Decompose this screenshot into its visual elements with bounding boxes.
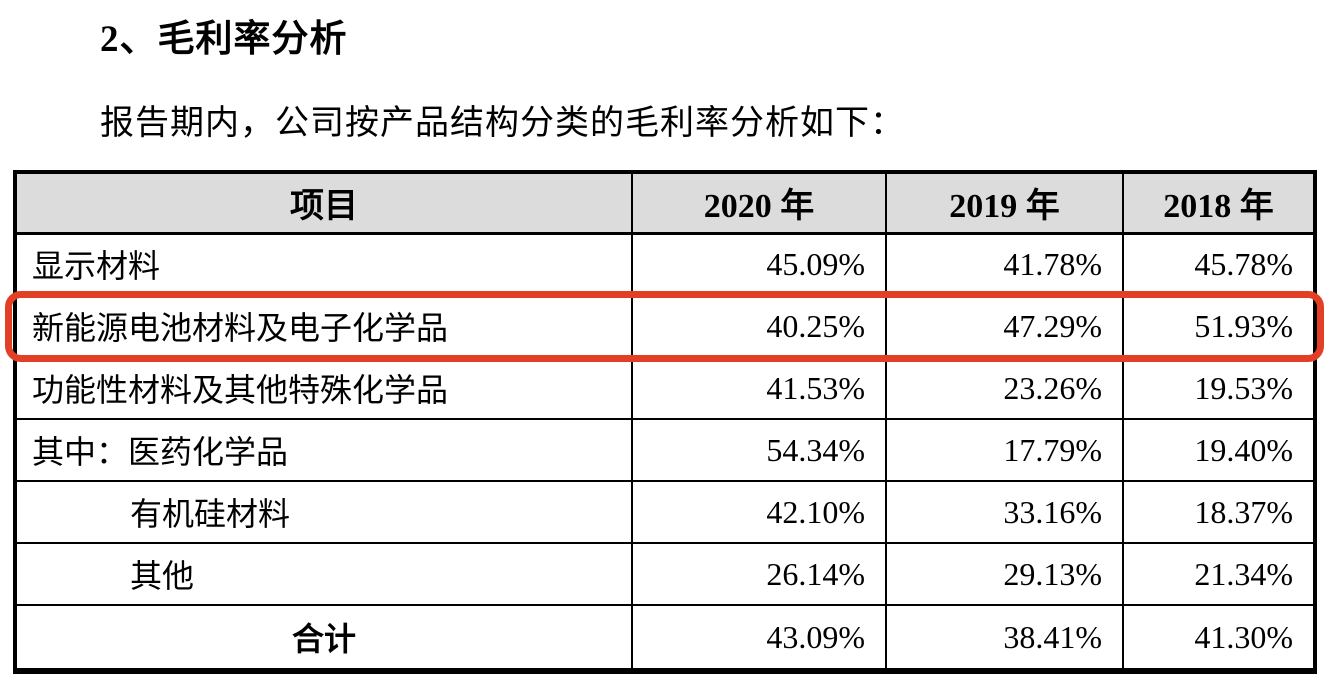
- row-label: 显示材料: [14, 232, 633, 296]
- margin-value: 43.09%: [631, 604, 887, 672]
- margin-value: 41.53%: [631, 356, 887, 420]
- margin-value: 47.29%: [885, 294, 1124, 358]
- margin-value: 19.53%: [1122, 356, 1316, 420]
- margin-value: 23.26%: [885, 356, 1124, 420]
- margin-value: 40.25%: [631, 294, 887, 358]
- margin-value: 45.78%: [1122, 232, 1316, 296]
- margin-value: 45.09%: [631, 232, 887, 296]
- margin-value: 26.14%: [631, 542, 887, 606]
- margin-value: 21.34%: [1122, 542, 1316, 606]
- margin-value: 18.37%: [1122, 480, 1316, 544]
- row-label: 有机硅材料: [14, 480, 633, 544]
- row-label: 合计: [14, 604, 633, 672]
- gross-margin-table: 项目 2020 年 2019 年 2018 年 显示材料 45.09% 41.78%…: [13, 170, 1317, 674]
- column-header-2020: 2020 年: [631, 171, 887, 235]
- column-header-item: 项目: [14, 171, 633, 235]
- margin-value: 17.79%: [885, 418, 1124, 482]
- table-row: 其他 26.14% 29.13% 21.34%: [14, 542, 1316, 606]
- table-row: 新能源电池材料及电子化学品 40.25% 47.29% 51.93%: [14, 294, 1316, 358]
- table-body: 显示材料 45.09% 41.78% 45.78% 新能源电池材料及电子化学品 40.25…: [14, 232, 1316, 672]
- header-row: 项目 2020 年 2019 年 2018 年: [14, 171, 1316, 235]
- table-row: 合计 43.09% 38.41% 41.30%: [14, 604, 1316, 672]
- margin-value: 42.10%: [631, 480, 887, 544]
- margin-value: 38.41%: [885, 604, 1124, 672]
- table-row: 有机硅材料 42.10% 33.16% 18.37%: [14, 480, 1316, 544]
- margin-value: 29.13%: [885, 542, 1124, 606]
- table-row: 功能性材料及其他特殊化学品 41.53% 23.26% 19.53%: [14, 356, 1316, 420]
- intro-paragraph: 报告期内，公司按产品结构分类的毛利率分析如下：: [100, 105, 905, 142]
- column-header-2018: 2018 年: [1122, 171, 1316, 235]
- column-header-2019: 2019 年: [885, 171, 1124, 235]
- margin-value: 33.16%: [885, 480, 1124, 544]
- row-label: 功能性材料及其他特殊化学品: [14, 356, 633, 420]
- row-label: 其他: [14, 542, 633, 606]
- margin-value: 41.78%: [885, 232, 1124, 296]
- table-row: 其中：医药化学品 54.34% 17.79% 19.40%: [14, 418, 1316, 482]
- margin-value: 54.34%: [631, 418, 887, 482]
- row-label: 新能源电池材料及电子化学品: [14, 294, 633, 358]
- margin-value: 51.93%: [1122, 294, 1316, 358]
- row-label: 其中：医药化学品: [14, 418, 633, 482]
- margin-value: 41.30%: [1122, 604, 1316, 672]
- margin-value: 19.40%: [1122, 418, 1316, 482]
- section-title: 2、毛利率分析: [100, 19, 348, 60]
- table-row: 显示材料 45.09% 41.78% 45.78%: [14, 232, 1316, 296]
